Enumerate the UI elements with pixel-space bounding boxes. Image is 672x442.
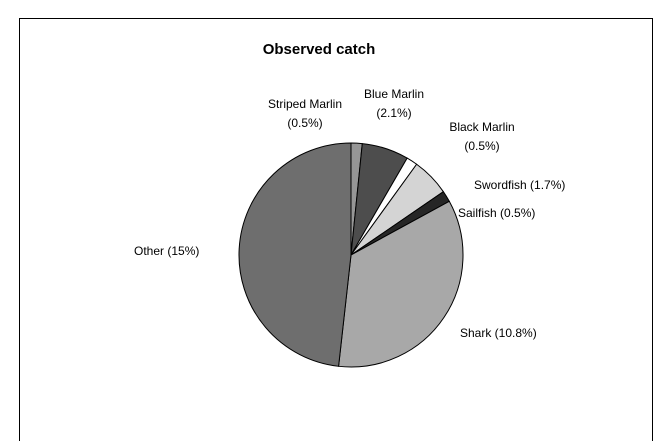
pie-slice-shark: [338, 200, 464, 368]
slice-label-line: Other (15%): [134, 244, 199, 258]
slice-label-swordfish: Swordfish (1.7%): [474, 178, 565, 192]
slice-label-line: (2.1%): [376, 106, 411, 120]
slice-label-striped-marlin: Striped Marlin (0.5%): [268, 97, 342, 130]
pie-chart: Observed catch Striped Marlin (0.5%) Blue …: [134, 41, 565, 368]
slice-label-black-marlin: Black Marlin (0.5%): [449, 120, 514, 153]
slice-label-line: Blue Marlin: [364, 87, 424, 101]
pie-slices: [238, 142, 464, 368]
slice-label-line: Sailfish (0.5%): [458, 206, 535, 220]
slice-label-shark: Shark (10.8%): [460, 326, 537, 340]
slice-label-other: Other (15%): [134, 244, 199, 258]
slice-label-line: Shark (10.8%): [460, 326, 537, 340]
slice-label-line: (0.5%): [464, 139, 499, 153]
slice-label-line: Swordfish (1.7%): [474, 178, 565, 192]
slice-label-line: (0.5%): [287, 116, 322, 130]
slice-label-line: Black Marlin: [449, 120, 514, 134]
chart-title: Observed catch: [263, 41, 376, 58]
slice-label-blue-marlin: Blue Marlin (2.1%): [364, 87, 424, 120]
slice-label-line: Striped Marlin: [268, 97, 342, 111]
chart-frame: Observed catch Striped Marlin (0.5%) Blue …: [19, 18, 653, 441]
pie-slice-other: [238, 142, 352, 367]
slice-label-sailfish: Sailfish (0.5%): [458, 206, 535, 220]
slice-labels: Striped Marlin (0.5%) Blue Marlin (2.1%) Bla…: [134, 87, 565, 340]
